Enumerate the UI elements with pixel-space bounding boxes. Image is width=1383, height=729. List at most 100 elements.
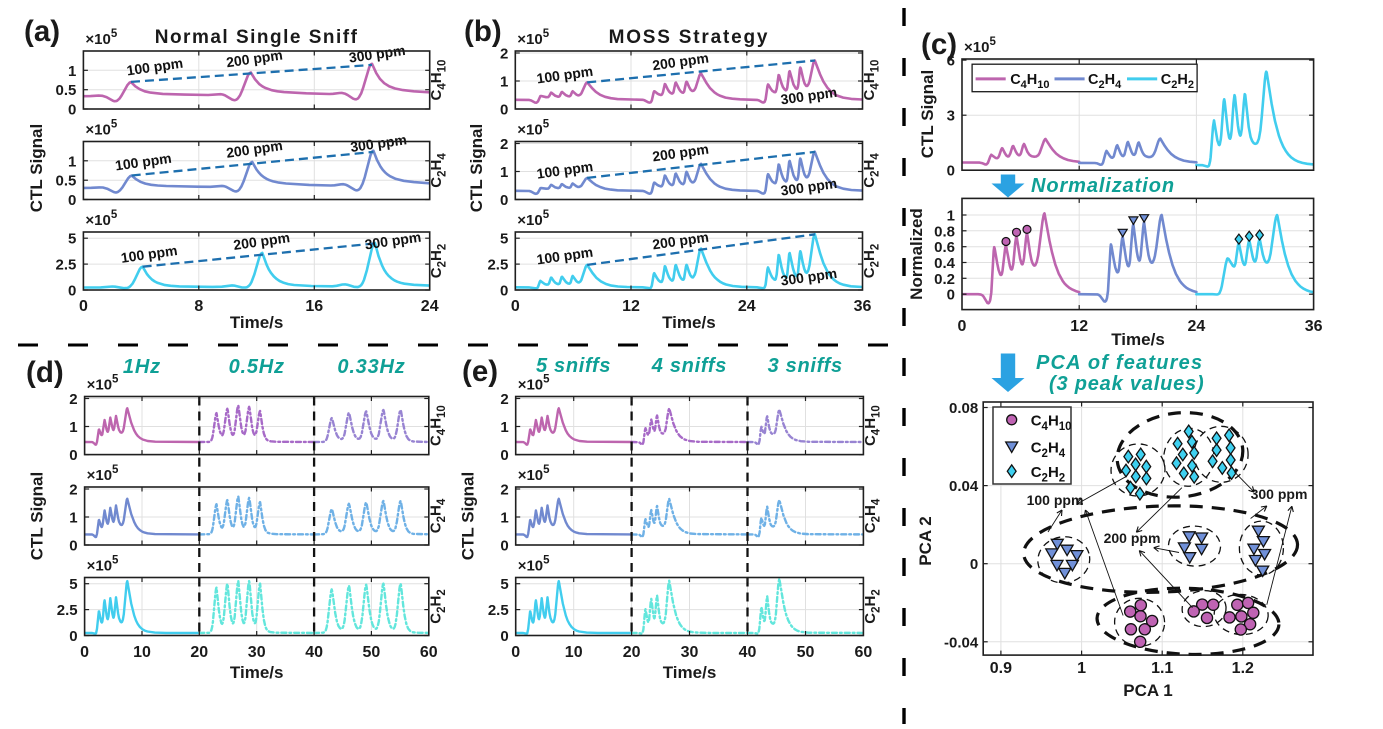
svg-text:36: 36 xyxy=(1305,318,1323,335)
svg-text:(a): (a) xyxy=(24,15,60,48)
svg-text:0: 0 xyxy=(958,318,967,335)
svg-text:0: 0 xyxy=(68,283,76,300)
svg-text:30: 30 xyxy=(248,644,266,661)
svg-text:(b): (b) xyxy=(464,15,502,48)
svg-text:0: 0 xyxy=(69,447,77,464)
svg-text:2: 2 xyxy=(500,136,508,153)
svg-text:2.5: 2.5 xyxy=(57,602,78,619)
svg-text:CTL Signal: CTL Signal xyxy=(27,124,46,212)
svg-text:1: 1 xyxy=(500,164,508,181)
svg-text:50: 50 xyxy=(363,644,381,661)
svg-text:40: 40 xyxy=(305,644,323,661)
svg-text:0: 0 xyxy=(500,628,508,645)
svg-text:20: 20 xyxy=(623,644,641,661)
svg-text:PCA of features: PCA of features xyxy=(1036,352,1203,374)
svg-text:Time/s: Time/s xyxy=(230,313,284,332)
svg-text:2: 2 xyxy=(69,391,77,408)
svg-text:24: 24 xyxy=(1188,318,1206,335)
svg-text:5: 5 xyxy=(500,576,508,593)
svg-text:0.2: 0.2 xyxy=(934,271,955,288)
svg-text:0: 0 xyxy=(500,538,508,555)
svg-text:1.1: 1.1 xyxy=(1151,660,1173,677)
svg-text:5: 5 xyxy=(500,231,508,248)
svg-text:10: 10 xyxy=(133,644,151,661)
svg-text:24: 24 xyxy=(421,298,439,315)
svg-text:60: 60 xyxy=(420,644,438,661)
svg-text:300 ppm: 300 ppm xyxy=(1251,486,1308,502)
svg-text:0.04: 0.04 xyxy=(949,478,979,495)
svg-text:Time/s: Time/s xyxy=(1111,330,1165,349)
svg-text:0.5: 0.5 xyxy=(56,173,77,190)
svg-text:16: 16 xyxy=(305,298,323,315)
svg-text:2: 2 xyxy=(500,482,508,499)
svg-text:60: 60 xyxy=(855,644,873,661)
svg-text:2.5: 2.5 xyxy=(488,602,509,619)
svg-text:(e): (e) xyxy=(462,355,498,388)
svg-text:CTL Signal: CTL Signal xyxy=(459,472,478,560)
svg-text:1: 1 xyxy=(69,419,77,436)
svg-text:2.5: 2.5 xyxy=(56,257,77,274)
svg-text:0: 0 xyxy=(500,102,508,119)
svg-text:1.2: 1.2 xyxy=(1232,660,1254,677)
svg-text:0: 0 xyxy=(69,628,77,645)
svg-text:50: 50 xyxy=(797,644,815,661)
svg-text:0.9: 0.9 xyxy=(990,660,1012,677)
svg-text:Time/s: Time/s xyxy=(230,663,284,682)
svg-text:(3 peak values): (3 peak values) xyxy=(1049,373,1204,395)
svg-text:12: 12 xyxy=(622,298,640,315)
svg-text:100 ppm: 100 ppm xyxy=(1027,492,1084,508)
svg-text:0.6: 0.6 xyxy=(934,239,955,256)
svg-text:Time/s: Time/s xyxy=(663,663,717,682)
svg-text:PCA 2: PCA 2 xyxy=(916,516,935,565)
svg-text:MOSS Strategy: MOSS Strategy xyxy=(609,27,770,48)
svg-text:0: 0 xyxy=(970,556,978,573)
svg-text:24: 24 xyxy=(738,298,756,315)
svg-text:0: 0 xyxy=(511,644,520,661)
svg-text:2: 2 xyxy=(500,391,508,408)
svg-text:1: 1 xyxy=(947,208,955,225)
svg-text:3 sniffs: 3 sniffs xyxy=(768,355,843,377)
svg-text:0: 0 xyxy=(68,102,76,119)
svg-text:2: 2 xyxy=(69,482,77,499)
svg-text:1: 1 xyxy=(68,63,76,80)
svg-text:3: 3 xyxy=(947,108,955,125)
svg-text:Normal Single Sniff: Normal Single Sniff xyxy=(155,27,359,48)
svg-text:(d): (d) xyxy=(26,356,64,389)
svg-text:5: 5 xyxy=(68,231,76,248)
svg-text:0: 0 xyxy=(500,283,508,300)
svg-text:5 sniffs: 5 sniffs xyxy=(536,355,611,377)
svg-text:1: 1 xyxy=(500,510,508,527)
svg-text:1: 1 xyxy=(500,419,508,436)
svg-text:0.5: 0.5 xyxy=(56,82,77,99)
svg-text:0: 0 xyxy=(500,192,508,209)
svg-text:Time/s: Time/s xyxy=(662,313,716,332)
svg-text:8: 8 xyxy=(194,298,203,315)
svg-text:0: 0 xyxy=(68,192,76,209)
svg-text:0: 0 xyxy=(79,298,88,315)
svg-text:2: 2 xyxy=(500,46,508,63)
svg-text:0: 0 xyxy=(947,163,955,180)
svg-text:40: 40 xyxy=(739,644,757,661)
svg-text:CTL Signal: CTL Signal xyxy=(467,124,486,212)
svg-text:0.5Hz: 0.5Hz xyxy=(229,356,285,378)
svg-text:1: 1 xyxy=(1077,660,1086,677)
svg-text:0.4: 0.4 xyxy=(934,255,956,272)
svg-text:0.08: 0.08 xyxy=(949,400,978,417)
svg-text:2.5: 2.5 xyxy=(487,257,508,274)
svg-text:0: 0 xyxy=(947,287,955,304)
svg-text:0: 0 xyxy=(80,644,89,661)
svg-text:1: 1 xyxy=(69,510,77,527)
svg-text:36: 36 xyxy=(854,298,872,315)
svg-text:10: 10 xyxy=(565,644,583,661)
svg-text:-0.04: -0.04 xyxy=(944,634,979,651)
svg-text:CTL Signal: CTL Signal xyxy=(28,472,47,560)
svg-text:Normalized: Normalized xyxy=(907,208,926,300)
svg-text:0: 0 xyxy=(511,298,520,315)
svg-text:0.8: 0.8 xyxy=(934,223,955,240)
svg-text:Normalization: Normalization xyxy=(1031,175,1175,197)
svg-text:1Hz: 1Hz xyxy=(123,356,161,378)
svg-text:30: 30 xyxy=(681,644,699,661)
svg-text:CTL Signal: CTL Signal xyxy=(918,70,937,158)
svg-text:(c): (c) xyxy=(921,28,957,61)
svg-text:200 ppm: 200 ppm xyxy=(1104,530,1161,546)
